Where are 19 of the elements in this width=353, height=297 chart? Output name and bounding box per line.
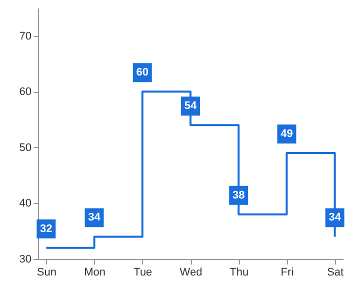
y-tick-label: 40 (19, 198, 32, 210)
y-tick-label: 70 (19, 30, 32, 42)
x-tick-label: Mon (84, 266, 106, 278)
data-label: 34 (328, 212, 342, 224)
y-tick-label: 60 (19, 86, 32, 98)
data-label: 54 (184, 100, 198, 112)
x-tick-label: Thu (230, 266, 249, 278)
x-tick-label: Wed (180, 266, 202, 278)
y-tick-label: 30 (19, 254, 32, 266)
x-tick-label: Tue (134, 266, 152, 278)
y-tick-label: 50 (19, 142, 32, 154)
x-tick-label: Fri (280, 266, 294, 278)
x-tick-label: Sat (327, 266, 344, 278)
data-label: 34 (88, 212, 102, 224)
x-tick-label: Sun (36, 266, 56, 278)
data-label: 49 (280, 128, 293, 140)
data-label: 32 (40, 222, 52, 235)
data-label: 38 (232, 189, 245, 202)
data-label: 60 (136, 66, 149, 79)
